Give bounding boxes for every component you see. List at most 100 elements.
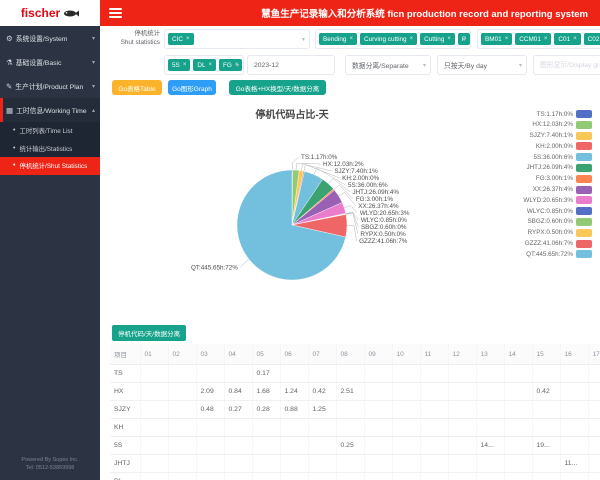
pie-label: WLYD:20.65h:3% — [360, 210, 410, 217]
legend-item[interactable]: HX:12.03h:2% — [523, 120, 592, 129]
go-graph-button[interactable]: Go图形Graph — [168, 80, 216, 95]
display-graph-input[interactable] — [533, 55, 600, 75]
table-header-cell: 14 — [504, 344, 533, 365]
legend-item[interactable]: 5S:36.00h:6% — [523, 153, 592, 162]
table-header-cell: 01 — [140, 344, 169, 365]
table-cell — [420, 382, 449, 401]
table-cell — [336, 472, 365, 480]
table-cell — [392, 418, 421, 437]
pie-label: SJZY:7.40h:1% — [334, 168, 378, 175]
shut-statistics-label: 停机统计 Shut statistics — [120, 30, 160, 46]
tag-close-icon[interactable]: × — [182, 62, 187, 68]
table-cell — [532, 364, 561, 383]
month-date-input[interactable] — [247, 55, 335, 75]
table-header-cell: 17 — [588, 344, 600, 365]
legend-swatch-icon — [576, 120, 592, 129]
shut-code-separate-badge[interactable]: 停机代码/天/数据分离 — [112, 325, 187, 341]
legend-item[interactable]: QT:445.65h:72% — [523, 250, 592, 259]
pie-label-line — [345, 212, 359, 228]
table-cell — [448, 472, 477, 480]
tag-close-icon[interactable]: × — [349, 36, 353, 42]
sidebar-item-system[interactable]: ⚙ 系统设置/System ▾ — [0, 26, 100, 50]
sidebar-item-basic[interactable]: ⚗ 基础设置/Basic ▾ — [0, 50, 100, 74]
table-cell — [588, 418, 600, 437]
tag-close-icon[interactable]: × — [504, 36, 509, 42]
sidebar-item-working-time[interactable]: ▦ 工时信息/Working Time ▴ — [0, 98, 100, 122]
table-cell — [168, 382, 197, 401]
sidebar-item-product-plan[interactable]: ✎ 生产计划/Product Plan ▾ — [0, 74, 100, 98]
table-cell — [588, 454, 600, 473]
table-header-cell: 02 — [168, 344, 197, 365]
table-cell — [168, 436, 197, 455]
table-row-name: 5S — [110, 436, 141, 455]
table-header-cell: 07 — [308, 344, 337, 365]
legend-item[interactable]: SBGZ:0.60h:0% — [523, 217, 592, 226]
legend-swatch-icon — [576, 196, 592, 205]
table-row-name: TS — [110, 364, 141, 383]
table-cell — [140, 418, 169, 437]
bullet-icon: • — [13, 144, 16, 152]
code-select[interactable]: 5S × DL × FG × ▾ — [164, 55, 244, 75]
table-cell — [224, 436, 253, 455]
table-cell — [336, 418, 365, 437]
pie-label-line — [333, 184, 354, 200]
tag-close-icon[interactable]: × — [447, 36, 451, 42]
tag-close-icon[interactable]: × — [409, 36, 414, 42]
table-cell — [448, 454, 477, 473]
table-cell — [504, 472, 533, 480]
go-table-hx-separate-button[interactable]: Go表格+HX换型/天/数据分离 — [229, 80, 326, 95]
table-cell — [196, 454, 225, 473]
table-cell — [224, 418, 253, 437]
sidebar-item-time-list[interactable]: • 工时列表/Time List — [0, 122, 100, 140]
go-table-button[interactable]: Go表格Table — [112, 80, 162, 95]
tag-close-icon[interactable]: × — [208, 62, 213, 68]
tag-close-icon[interactable]: × — [186, 36, 190, 42]
legend-label: HX:12.03h:2% — [532, 121, 573, 129]
table-cell — [364, 436, 393, 455]
class-select[interactable]: CIC × ▾ — [164, 29, 310, 49]
type-select[interactable]: Bending × Curving cutting × Cutting × P … — [315, 29, 471, 49]
table-cell — [532, 454, 561, 473]
legend-item[interactable]: GZZZ:41.06h:7% — [523, 239, 592, 248]
legend-item[interactable]: WLYD:20.65h:3% — [523, 196, 592, 205]
separate-select[interactable]: 数据分离/Separate ▾ — [345, 55, 431, 75]
table-cell — [588, 382, 600, 401]
table-cell — [224, 364, 253, 383]
legend-item[interactable]: WLYC:0.85h:0% — [523, 207, 592, 216]
table-cell — [280, 472, 309, 480]
table-cell: 0.42 — [308, 382, 337, 401]
table-cell — [140, 454, 169, 473]
legend-item[interactable]: XX:26.37h:4% — [523, 185, 592, 194]
legend-item[interactable]: JHTJ:26.09h:4% — [523, 163, 592, 172]
tag-close-icon[interactable]: × — [234, 62, 239, 68]
byday-select[interactable]: 只按天/By day ▾ — [437, 55, 527, 75]
filter-tag: Curving cutting × — [359, 33, 418, 45]
table-cell — [280, 418, 309, 437]
legend-label: 5S:36.00h:6% — [533, 153, 573, 161]
hamburger-menu-icon[interactable] — [109, 8, 122, 18]
tag-close-icon[interactable]: × — [543, 36, 548, 42]
legend-item[interactable]: SJZY:7.40h:1% — [523, 131, 592, 140]
table-cell — [168, 418, 197, 437]
chevron-down-icon: ▾ — [91, 59, 95, 66]
table-row-name: SJZY — [110, 400, 141, 419]
filter-tag: C02 × — [583, 33, 600, 45]
sidebar-item-statistics[interactable]: • 统计输出/Statistics — [0, 140, 100, 158]
legend-swatch-icon — [576, 228, 592, 237]
sidebar-item-shut-statistics[interactable]: • 停机统计/Shut Statistics — [0, 157, 100, 175]
chevron-down-icon: ▾ — [235, 62, 239, 69]
legend-item[interactable]: FG:3.00h:1% — [523, 174, 592, 183]
table-cell — [196, 436, 225, 455]
filter-tag: DL × — [193, 59, 217, 71]
filter-tag: Bending × — [319, 33, 357, 45]
legend-item[interactable]: TS:1.17h:0% — [523, 110, 592, 118]
table-cell — [392, 436, 421, 455]
table-cell — [532, 400, 561, 419]
machine-select[interactable]: BM01 × CCM01 × C01 × C02 × — [477, 29, 600, 49]
legend-item[interactable]: RYPX:0.50h:0% — [523, 228, 592, 237]
tag-close-icon[interactable]: × — [573, 36, 577, 42]
legend-item[interactable]: KH:2.00h:0% — [523, 142, 592, 151]
table-cell: 14... — [476, 436, 505, 455]
sidebar-item-label: 统计输出/Statistics — [19, 145, 73, 153]
table-cell — [392, 472, 421, 480]
